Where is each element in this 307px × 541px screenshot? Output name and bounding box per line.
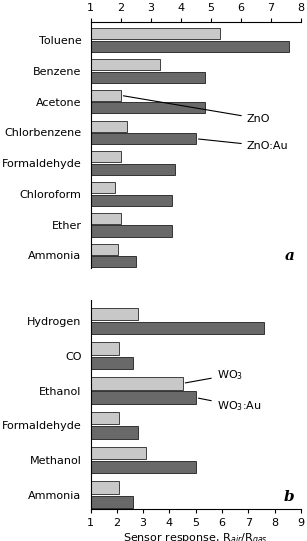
Text: WO$_3$:Au: WO$_3$:Au	[198, 398, 261, 413]
Bar	[91, 426, 138, 439]
Bar	[91, 121, 126, 131]
Bar	[91, 357, 133, 369]
Bar	[91, 213, 121, 224]
Bar	[91, 90, 121, 101]
Bar	[91, 133, 196, 144]
Bar	[91, 59, 160, 70]
Text: ZnO:Au: ZnO:Au	[199, 139, 288, 151]
Bar	[91, 391, 196, 404]
Bar	[91, 322, 264, 334]
Bar	[91, 256, 136, 267]
Bar	[91, 308, 138, 320]
X-axis label: Sensor response, R$_{air}$/R$_{gas}$: Sensor response, R$_{air}$/R$_{gas}$	[123, 532, 268, 541]
Bar	[91, 226, 172, 236]
Bar	[91, 412, 119, 424]
Text: a: a	[285, 249, 294, 263]
Bar	[91, 481, 119, 494]
Text: WO$_3$: WO$_3$	[185, 368, 243, 383]
Bar	[91, 182, 115, 193]
Bar	[91, 102, 205, 114]
Bar	[91, 71, 205, 83]
Bar	[91, 151, 121, 162]
X-axis label: Sensor response, R$_{air}$/R$_{gas}$: Sensor response, R$_{air}$/R$_{gas}$	[123, 0, 268, 4]
Bar	[91, 377, 183, 390]
Bar	[91, 164, 175, 175]
Bar	[91, 243, 118, 255]
Bar	[91, 496, 133, 508]
Bar	[91, 342, 119, 355]
Bar	[91, 28, 220, 39]
Bar	[91, 41, 289, 52]
Bar	[91, 446, 146, 459]
Text: b: b	[284, 490, 294, 504]
Bar	[91, 195, 172, 206]
Bar	[91, 461, 196, 473]
Text: ZnO: ZnO	[123, 96, 270, 123]
